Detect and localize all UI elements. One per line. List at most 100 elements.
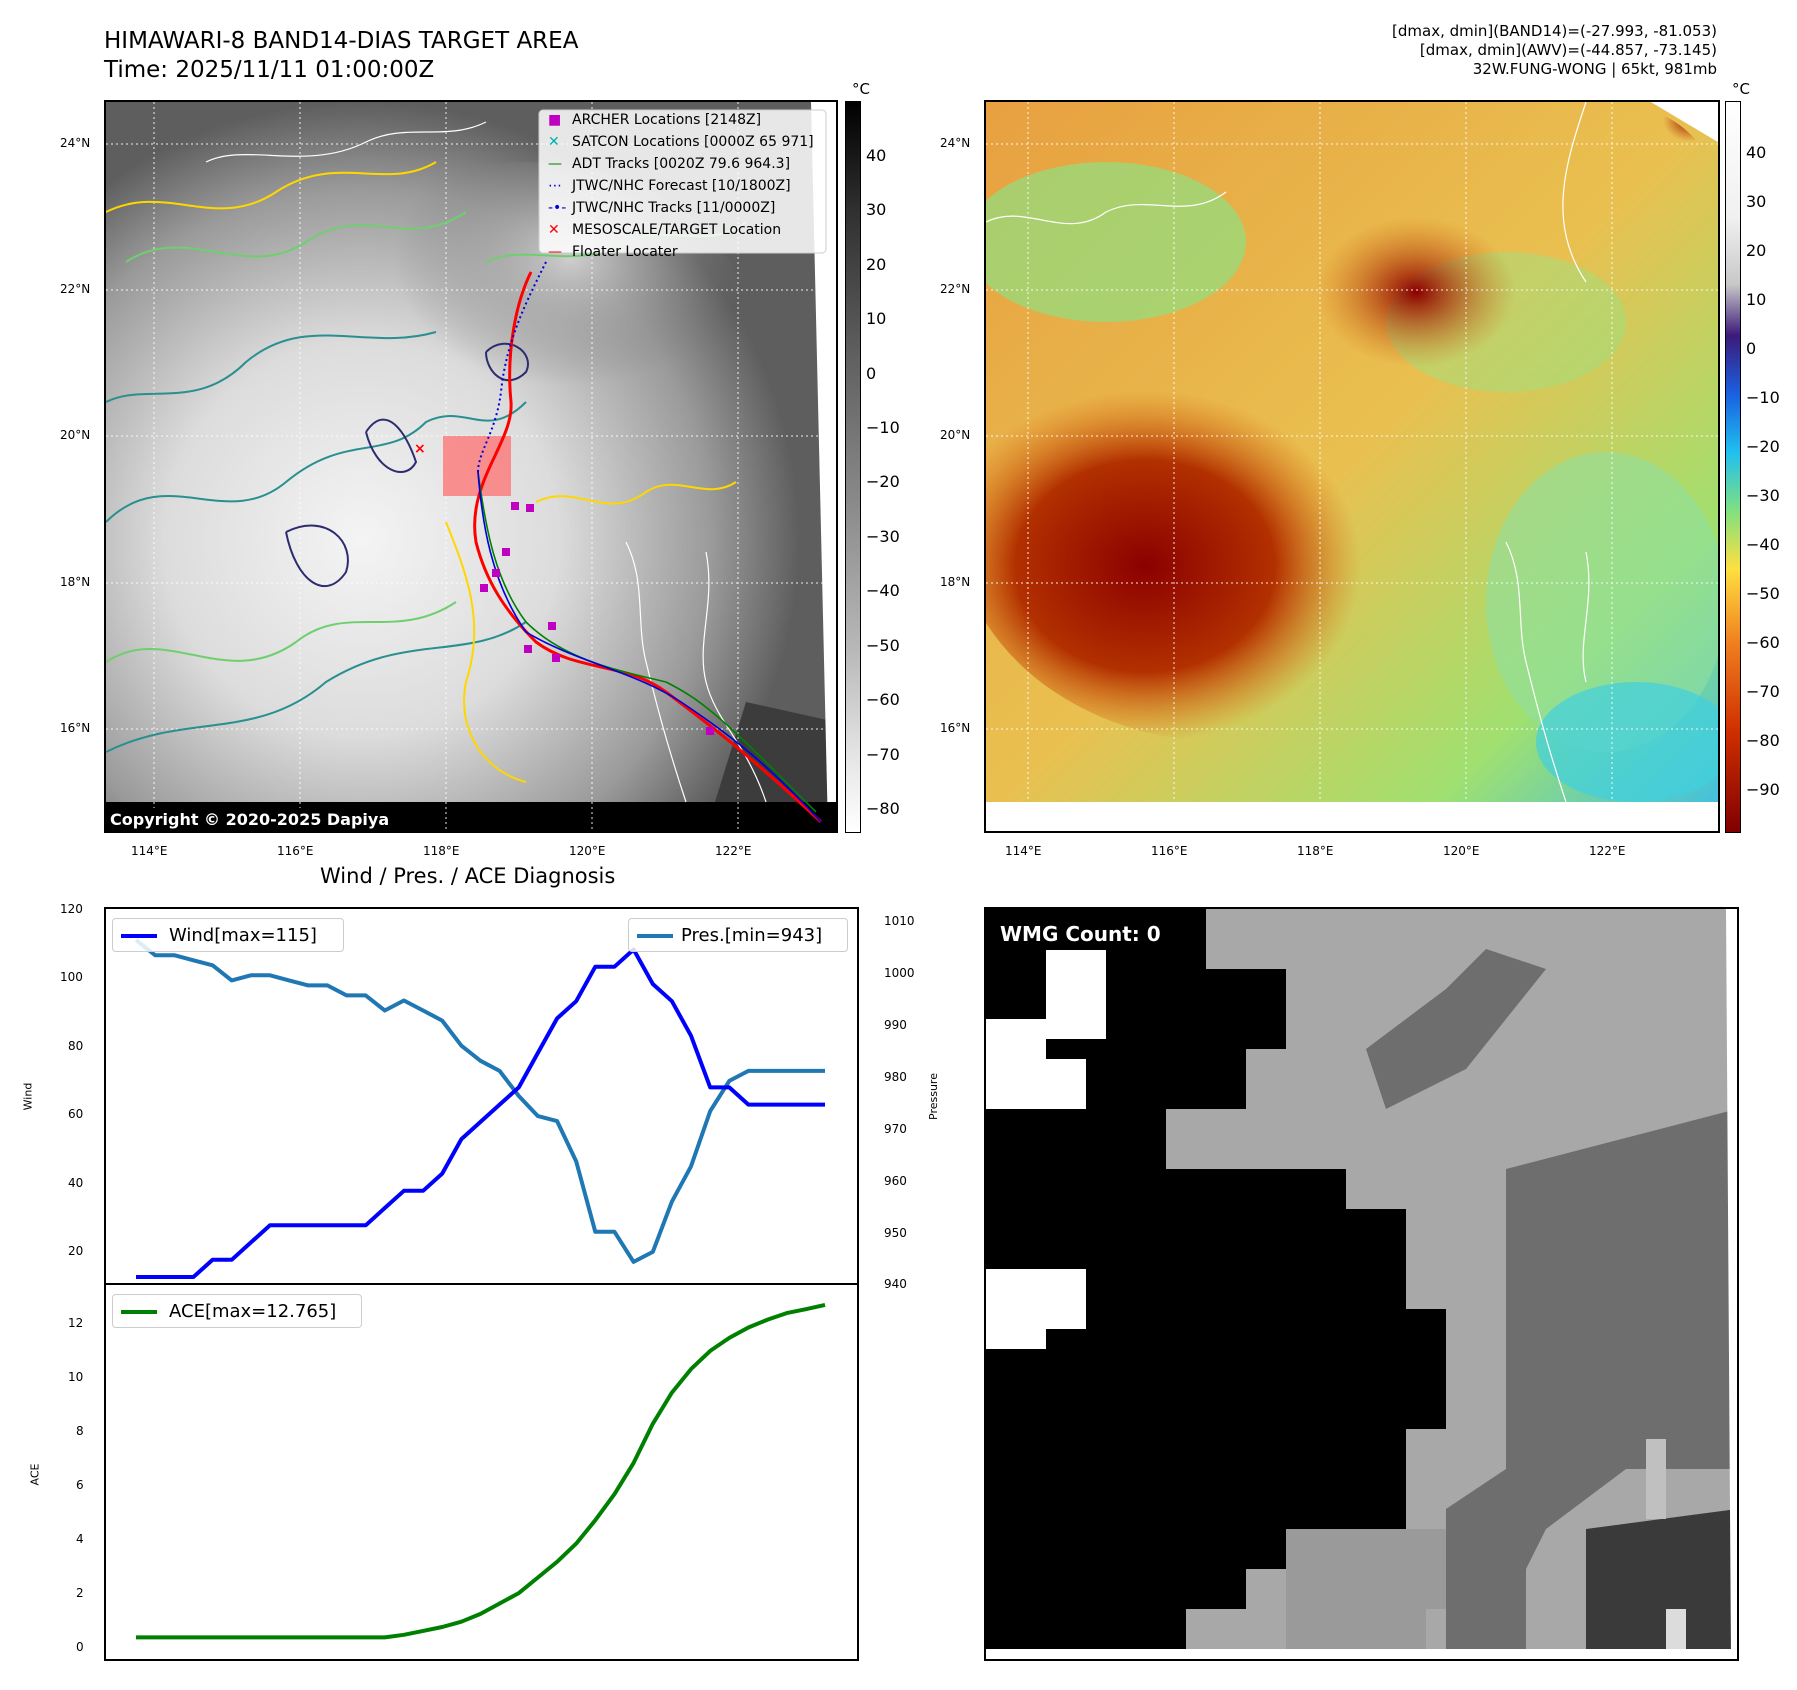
wv-lat-tick: 18°N bbox=[940, 575, 971, 589]
data-summary: [dmax, dmin](BAND14)=(-27.993, -81.053) … bbox=[1392, 22, 1717, 79]
ace-tick: 10 bbox=[68, 1370, 84, 1384]
ir-cbar-tick: 40 bbox=[866, 146, 887, 165]
wv-cbar-tick: −50 bbox=[1746, 584, 1780, 603]
ace-tick: 8 bbox=[76, 1424, 84, 1438]
wv-cbar-tick: −30 bbox=[1746, 486, 1780, 505]
wind-legend: Wind[max=115] bbox=[112, 918, 344, 952]
wv-cbar-tick: −90 bbox=[1746, 780, 1780, 799]
wv-lat-tick: 16°N bbox=[940, 721, 971, 735]
wv-colorbar bbox=[1725, 101, 1741, 833]
wv-cbar-tick: −60 bbox=[1746, 633, 1780, 652]
ir-lat-tick: 16°N bbox=[60, 721, 91, 735]
ir-lat-tick: 18°N bbox=[60, 575, 91, 589]
wv-lon-tick: 118°E bbox=[1297, 844, 1334, 858]
ir-cbar-tick: 10 bbox=[866, 309, 887, 328]
wind-tick: 20 bbox=[68, 1244, 84, 1258]
pressure-legend-label: Pres.[min=943] bbox=[681, 925, 823, 946]
ir-cbar-tick: −50 bbox=[866, 636, 900, 655]
wv-colorbar-unit: °C bbox=[1732, 80, 1750, 98]
pressure-tick: 940 bbox=[884, 1277, 907, 1291]
ir-legend: ■ ARCHER Locations [2148Z] ✕ SATCON Locati… bbox=[544, 112, 824, 260]
ace-plot bbox=[136, 1302, 826, 1640]
pressure-tick: 980 bbox=[884, 1070, 907, 1084]
pressure-tick: 960 bbox=[884, 1174, 907, 1188]
ace-line bbox=[136, 1302, 826, 1640]
pressure-tick: 1010 bbox=[884, 914, 915, 928]
ace-tick: 6 bbox=[76, 1478, 84, 1492]
wv-map-image bbox=[986, 102, 1718, 831]
wind-tick: 80 bbox=[68, 1039, 84, 1053]
ir-lon-tick: 116°E bbox=[277, 844, 314, 858]
ir-cbar-tick: 30 bbox=[866, 200, 887, 219]
wv-cbar-tick: −10 bbox=[1746, 388, 1780, 407]
band14-range: [dmax, dmin](BAND14)=(-27.993, -81.053) bbox=[1392, 22, 1717, 40]
pressure-line bbox=[134, 938, 825, 1264]
ir-cbar-tick: −80 bbox=[866, 799, 900, 818]
wind-legend-label: Wind[max=115] bbox=[169, 925, 317, 946]
wv-cbar-tick: −70 bbox=[1746, 682, 1780, 701]
ace-legend-label: ACE[max=12.765] bbox=[169, 1301, 337, 1322]
legend-adt: — ADT Tracks [0020Z 79.6 964.3] bbox=[548, 156, 791, 172]
ace-chart bbox=[104, 1283, 859, 1661]
wv-cbar-tick: −40 bbox=[1746, 535, 1780, 554]
ir-lon-tick: 120°E bbox=[569, 844, 606, 858]
ir-lon-tick: 118°E bbox=[423, 844, 460, 858]
wind-tick: 40 bbox=[68, 1176, 84, 1190]
wv-lon-tick: 114°E bbox=[1005, 844, 1042, 858]
wv-cbar-tick: 20 bbox=[1746, 241, 1767, 260]
ace-tick: 2 bbox=[76, 1586, 84, 1600]
wv-lon-tick: 116°E bbox=[1151, 844, 1188, 858]
figure-title: HIMAWARI-8 BAND14-DIAS TARGET AREA Time:… bbox=[104, 27, 578, 85]
wv-lon-tick: 122°E bbox=[1589, 844, 1626, 858]
ir-lat-tick: 20°N bbox=[60, 428, 91, 442]
ir-cbar-tick: −40 bbox=[866, 581, 900, 600]
legend-jtwc-forecast: ⋯ JTWC/NHC Forecast [10/1800Z] bbox=[548, 178, 791, 194]
wv-cbar-tick: 10 bbox=[1746, 290, 1767, 309]
wv-map-panel bbox=[984, 100, 1720, 833]
pressure-tick: 990 bbox=[884, 1018, 907, 1032]
wv-cbar-tick: −20 bbox=[1746, 437, 1780, 456]
wmg-count-label: WMG Count: 0 bbox=[992, 918, 1169, 950]
wv-cbar-tick: −80 bbox=[1746, 731, 1780, 750]
ir-lat-tick: 24°N bbox=[60, 136, 91, 150]
legend-floater: — Floater Locater bbox=[548, 244, 678, 260]
legend-jtwc-tracks: -•- JTWC/NHC Tracks [11/0000Z] bbox=[548, 200, 776, 216]
ir-lon-tick: 114°E bbox=[131, 844, 168, 858]
ir-cbar-tick: −10 bbox=[866, 418, 900, 437]
title-line-1: HIMAWARI-8 BAND14-DIAS TARGET AREA bbox=[104, 28, 579, 54]
legend-satcon: ✕ SATCON Locations [0000Z 65 971] bbox=[548, 134, 814, 150]
wind-tick: 100 bbox=[60, 970, 83, 984]
wv-cbar-tick: 30 bbox=[1746, 192, 1767, 211]
wv-cbar-tick: 40 bbox=[1746, 143, 1767, 162]
wv-cbar-tick: 0 bbox=[1746, 339, 1757, 358]
copyright-notice: Copyright © 2020-2025 Dapiya bbox=[106, 808, 394, 831]
ir-cbar-tick: −70 bbox=[866, 745, 900, 764]
ir-cbar-tick: −60 bbox=[866, 690, 900, 709]
pressure-legend: Pres.[min=943] bbox=[628, 918, 848, 952]
ir-cbar-tick: 0 bbox=[866, 364, 877, 383]
wmg-panel bbox=[984, 907, 1739, 1661]
wind-tick: 120 bbox=[60, 902, 83, 916]
wv-lat-tick: 22°N bbox=[940, 282, 971, 296]
wind-axis-label: Wind bbox=[21, 1082, 35, 1111]
legend-mesoscale: ✕ MESOSCALE/TARGET Location bbox=[548, 222, 782, 238]
legend-archer: ■ ARCHER Locations [2148Z] bbox=[548, 112, 762, 128]
wv-lon-tick: 120°E bbox=[1443, 844, 1480, 858]
wind-pressure-plot bbox=[134, 938, 825, 1279]
ir-cbar-tick: −20 bbox=[866, 472, 900, 491]
pressure-tick: 950 bbox=[884, 1226, 907, 1240]
awv-range: [dmax, dmin](AWV)=(-44.857, -73.145) bbox=[1419, 41, 1717, 59]
wind-line bbox=[136, 947, 825, 1279]
wind-tick: 60 bbox=[68, 1107, 84, 1121]
pressure-axis-label: Pressure bbox=[926, 1073, 940, 1120]
ace-legend: ACE[max=12.765] bbox=[112, 1294, 362, 1328]
wv-lat-tick: 20°N bbox=[940, 428, 971, 442]
storm-info: 32W.FUNG-WONG | 65kt, 981mb bbox=[1472, 60, 1717, 78]
ir-cbar-tick: −30 bbox=[866, 527, 900, 546]
ir-lat-tick: 22°N bbox=[60, 282, 91, 296]
ir-lon-tick: 122°E bbox=[715, 844, 752, 858]
ir-colorbar bbox=[845, 101, 861, 833]
ir-colorbar-unit: °C bbox=[852, 80, 870, 98]
ace-tick: 4 bbox=[76, 1532, 84, 1546]
wmg-image bbox=[986, 909, 1737, 1659]
